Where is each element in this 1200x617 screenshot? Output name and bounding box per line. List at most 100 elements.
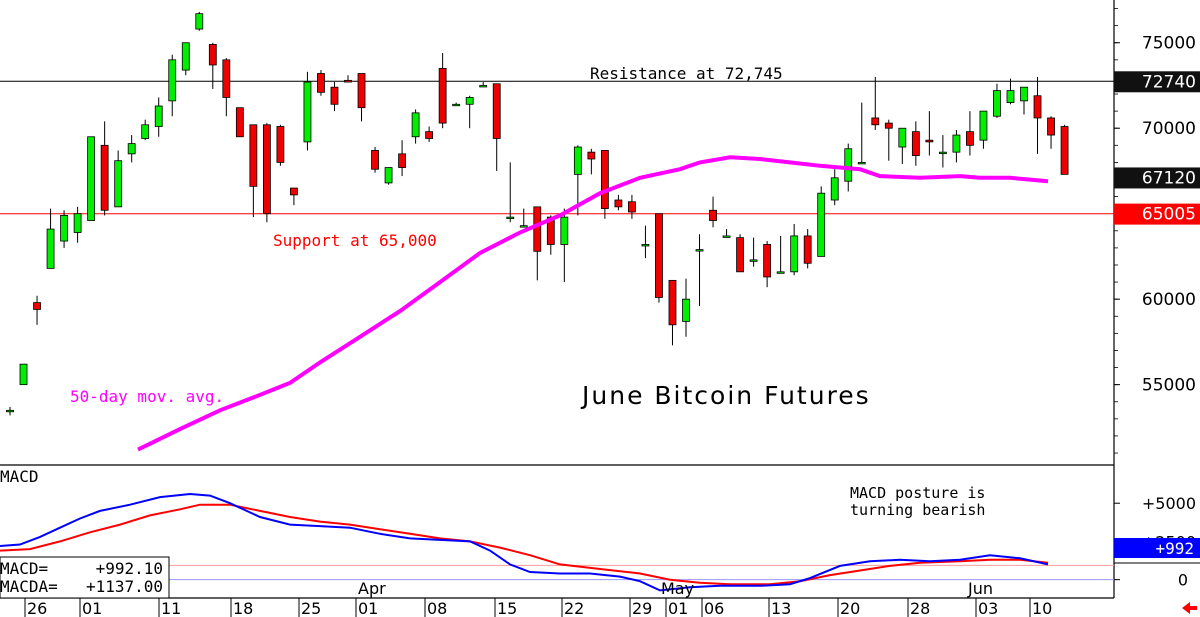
price-tag: 72740: [1114, 71, 1200, 93]
macd-tag: +992: [1114, 538, 1200, 558]
price-tick-label: 55000: [1142, 376, 1196, 396]
candle: [898, 127, 907, 165]
candle: [519, 208, 528, 228]
price-tag-label: 72740: [1142, 72, 1196, 92]
resistance-label: Resistance at 72,745: [590, 64, 783, 83]
candle: [736, 234, 744, 273]
price-tick-label: 60000: [1142, 290, 1196, 310]
candle: [181, 42, 190, 76]
candlesticks: [6, 11, 1069, 416]
price-tick-label: 70000: [1142, 119, 1196, 139]
candle: [763, 241, 772, 288]
date-tick-label: 13: [771, 599, 791, 617]
candle: [60, 210, 68, 248]
month-label: Apr: [358, 579, 386, 598]
price-tags: 72740 67120 65005: [1114, 71, 1200, 225]
candle: [371, 147, 379, 173]
price-tag-label: 65005: [1142, 205, 1196, 225]
candle: [492, 83, 501, 171]
candle: [560, 208, 569, 283]
scroll-left-arrow-icon[interactable]: [1182, 602, 1197, 614]
candle: [46, 208, 55, 269]
candle: [33, 295, 41, 325]
candle: [709, 196, 717, 228]
price-tag-label: 67120: [1142, 168, 1196, 188]
candle: [1047, 116, 1055, 149]
macd-note-line1: MACD posture is: [850, 484, 985, 502]
candle: [952, 129, 961, 163]
candle: [222, 58, 231, 117]
candle: [857, 102, 866, 165]
candle: [425, 126, 434, 142]
candle: [993, 83, 1001, 118]
macd-label: MACD=: [0, 559, 48, 578]
candle: [73, 206, 82, 243]
candle: [114, 150, 123, 208]
candle: [330, 82, 339, 112]
candle: [438, 52, 447, 129]
support-label: Support at 65,000: [273, 231, 437, 250]
candle: [100, 121, 109, 216]
macd-tick-label: +5000: [1142, 494, 1196, 513]
candle: [938, 135, 947, 168]
macda-label: MACDA=: [0, 577, 58, 596]
candle: [546, 215, 555, 255]
candle: [600, 150, 609, 219]
date-tick-label: 20: [840, 599, 860, 617]
candle: [195, 11, 204, 31]
candle: [1020, 86, 1028, 115]
candle: [249, 124, 258, 218]
candle: [614, 194, 623, 211]
candle: [465, 95, 474, 129]
candle: [6, 406, 14, 416]
date-tick-label: 08: [427, 599, 447, 617]
price-tick-label: 75000: [1142, 34, 1196, 54]
candle: [290, 187, 298, 206]
macd-signal-line: [0, 503, 1049, 586]
macd-tick-label: 0: [1178, 571, 1188, 590]
candle: [925, 111, 934, 156]
candle: [911, 121, 920, 166]
candle: [384, 167, 393, 185]
candle: [141, 119, 150, 141]
candle: [1060, 124, 1069, 175]
candle: [884, 119, 893, 161]
candle: [533, 206, 542, 281]
candle: [979, 110, 988, 149]
candle: [506, 162, 515, 223]
date-axis: 26 01 11 18 25 01 08 15 22 29 01 06 13 20 28 03 10: [24, 598, 1052, 617]
candle: [168, 54, 177, 117]
date-tick-label: 10: [1032, 599, 1052, 617]
candle: [776, 235, 785, 274]
date-tick-label: 01: [668, 599, 688, 617]
date-tick-label: 22: [564, 599, 584, 617]
candle: [276, 124, 285, 166]
macd-value: +992.10: [96, 559, 163, 578]
candle: [641, 225, 650, 259]
candle: [817, 186, 826, 257]
date-tick-label: 15: [497, 599, 517, 617]
candle: [655, 213, 663, 303]
candle: [695, 234, 704, 307]
macda-value: +1137.00: [86, 577, 163, 596]
candle: [127, 135, 136, 163]
candle: [830, 169, 839, 206]
date-tick-label: 03: [978, 599, 998, 617]
candle: [344, 75, 352, 83]
date-tick-label: 29: [632, 599, 652, 617]
candle: [803, 229, 812, 269]
candle: [411, 109, 420, 144]
candle: [1033, 76, 1042, 154]
date-tick-label: 01: [358, 599, 378, 617]
candle: [668, 279, 677, 346]
moving-average-line: [137, 155, 1049, 452]
macd-line: [0, 492, 1049, 592]
candle: [1006, 78, 1015, 105]
price-tag: 67120: [1114, 167, 1200, 189]
price-tag: 65005: [1114, 203, 1200, 225]
candle: [303, 71, 312, 151]
candle: [262, 123, 271, 223]
candle: [208, 42, 217, 89]
mov-avg-label: 50-day mov. avg.: [70, 387, 224, 406]
